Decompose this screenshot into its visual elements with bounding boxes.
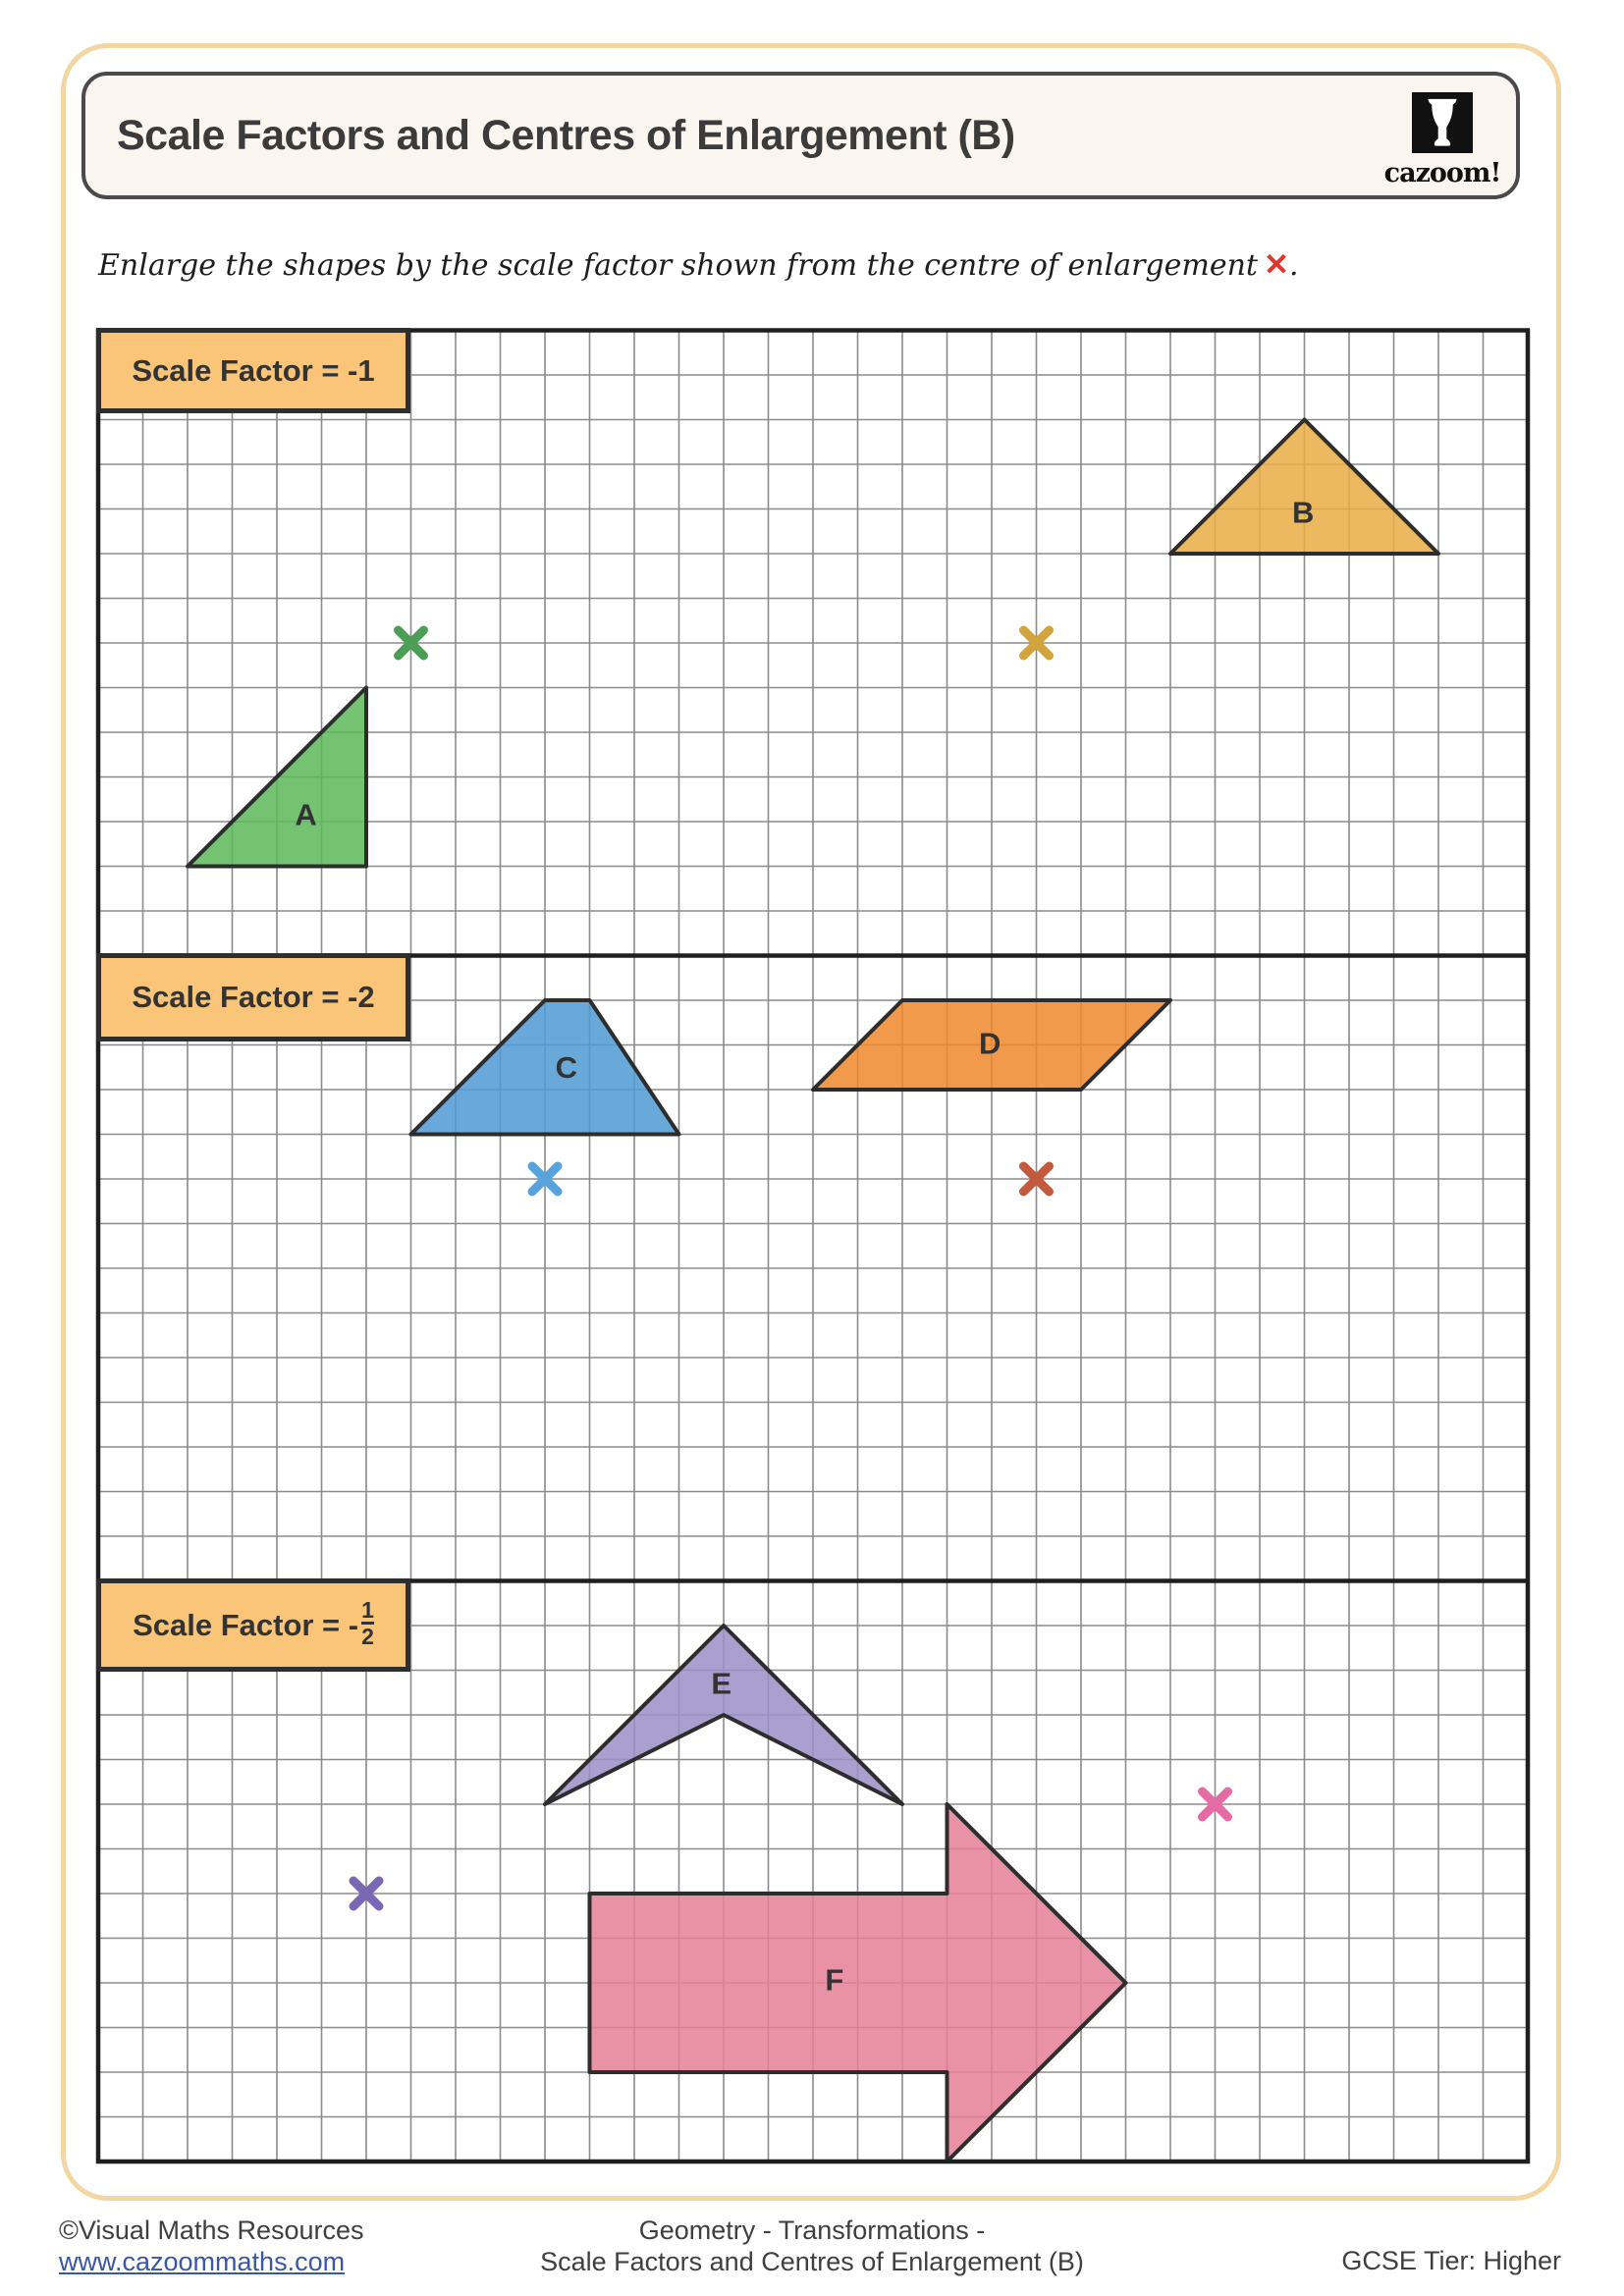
cazoom-logo: cazoom! xyxy=(1374,88,1511,188)
shape-label-E: E xyxy=(711,1667,731,1701)
shape-A xyxy=(186,685,368,869)
page-border xyxy=(61,43,1561,2201)
shape-E xyxy=(543,1624,904,1806)
category-line-1: Geometry - Transformations - xyxy=(638,2216,986,2245)
grid-border xyxy=(95,328,1531,2164)
fraction-numerator: 1 xyxy=(361,1596,374,1623)
instruction-line: Enlarge the shapes by the scale factor s… xyxy=(98,247,1299,283)
scale-factor-label-3: Scale Factor = - 1 2 xyxy=(96,1578,410,1672)
shape-D xyxy=(811,998,1172,1092)
shape-label-F: F xyxy=(825,1962,843,1997)
shape-label-C: C xyxy=(556,1050,577,1085)
footer-left: ©Visual Maths Resources www.cazoommaths.… xyxy=(59,2215,364,2277)
brand-name: cazoom! xyxy=(1383,158,1502,188)
centre-gold-cross-icon xyxy=(1019,625,1054,661)
shape-label-B: B xyxy=(1292,496,1314,530)
shape-B xyxy=(1168,417,1440,556)
scale-factor-text-2: Scale Factor = -2 xyxy=(132,980,375,1014)
centre-green-cross-icon xyxy=(394,625,428,661)
shape-label-A: A xyxy=(295,798,316,832)
footer-center: Geometry - Transformations - Scale Facto… xyxy=(0,2215,1624,2277)
shape-F xyxy=(587,1802,1128,2163)
scale-factor-text-3: Scale Factor = - xyxy=(133,1607,359,1642)
centre-rust-cross-icon xyxy=(1019,1161,1054,1197)
website-link[interactable]: www.cazoommaths.com xyxy=(59,2247,346,2276)
drum-icon xyxy=(1412,92,1473,153)
shape-C xyxy=(408,998,681,1137)
instruction-suffix: . xyxy=(1288,248,1299,283)
centre-pink-cross-icon xyxy=(1198,1787,1232,1822)
scale-factor-label-2: Scale Factor = -2 xyxy=(96,953,410,1041)
scale-factor-text-1: Scale Factor = -1 xyxy=(132,352,375,388)
centre-purple-cross-icon xyxy=(349,1876,384,1911)
instruction-text: Enlarge the shapes by the scale factor s… xyxy=(98,248,1258,283)
centre-blue-cross-icon xyxy=(527,1161,563,1197)
copyright-text: ©Visual Maths Resources xyxy=(59,2216,364,2245)
tier-text: GCSE Tier: Higher xyxy=(1341,2246,1561,2275)
fraction-denominator: 2 xyxy=(361,1621,374,1649)
scale-factor-label-1: Scale Factor = -1 xyxy=(96,328,410,413)
page-title: Scale Factors and Centres of Enlargement… xyxy=(117,111,1015,159)
red-cross-icon: ✕ xyxy=(1263,247,1289,282)
fraction-one-half: 1 2 xyxy=(361,1596,374,1649)
category-line-2: Scale Factors and Centres of Enlargement… xyxy=(540,2247,1084,2276)
worksheet-header: Scale Factors and Centres of Enlargement… xyxy=(81,72,1520,199)
shape-label-D: D xyxy=(979,1027,1001,1061)
